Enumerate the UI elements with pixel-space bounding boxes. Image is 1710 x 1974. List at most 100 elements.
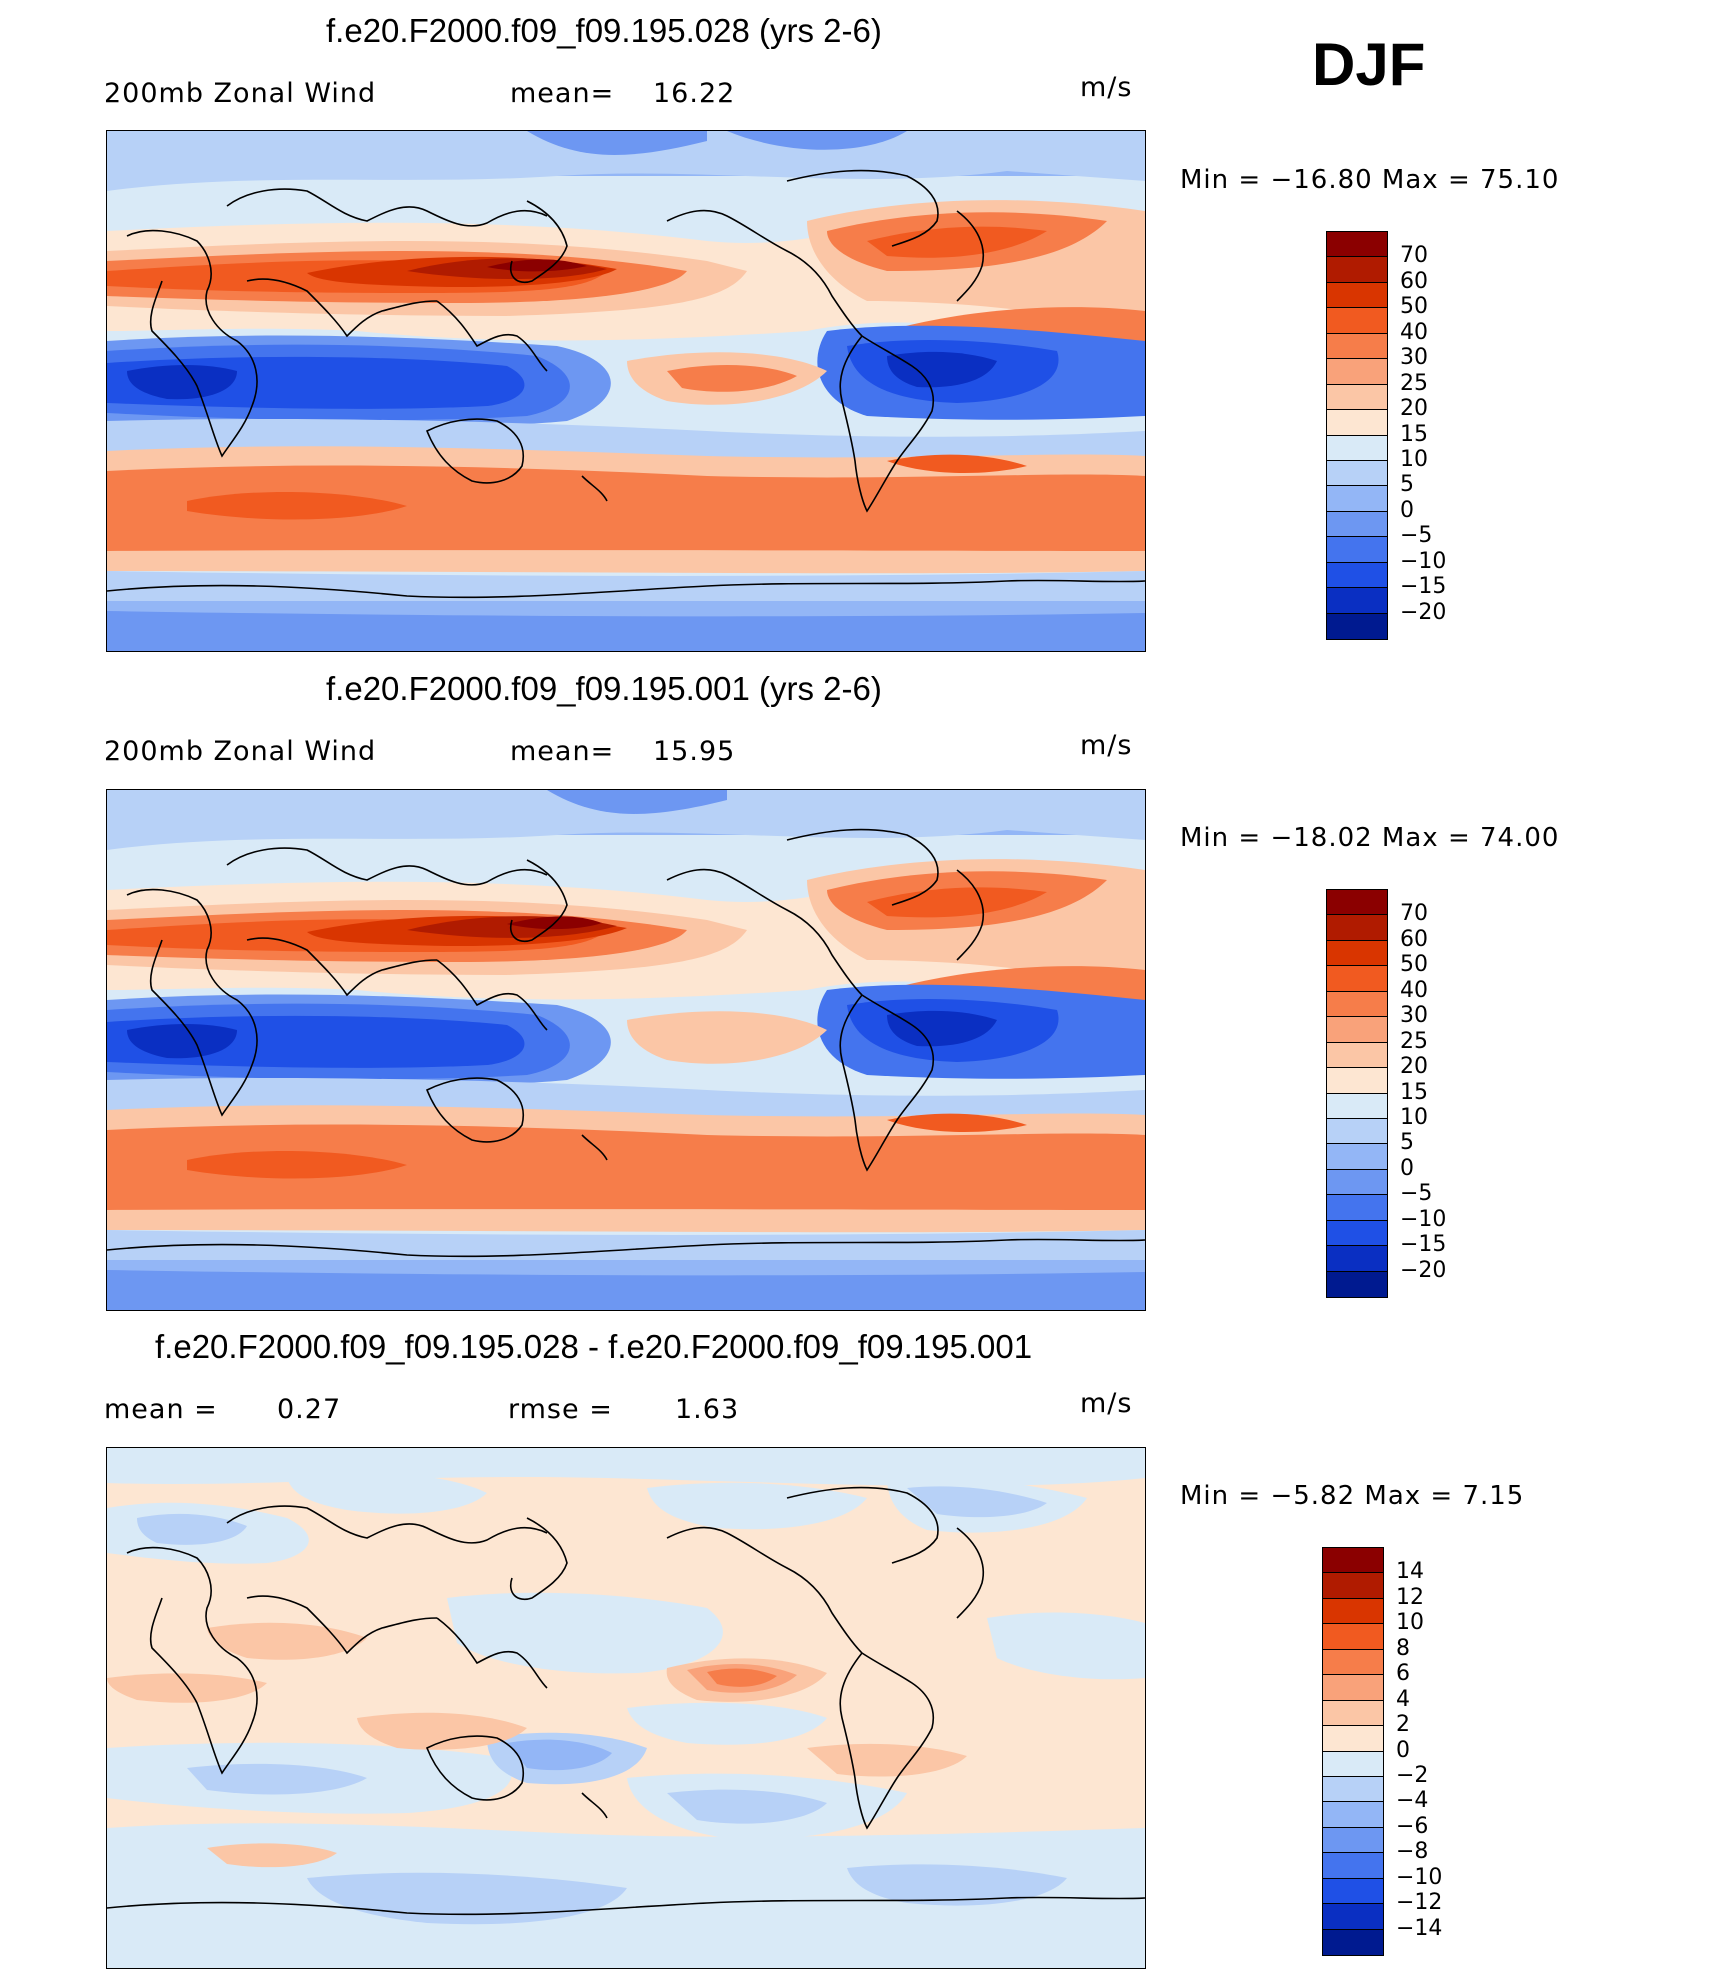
colorbar-swatch [1323, 1649, 1383, 1676]
panel-3-units: m/s [1080, 1388, 1133, 1419]
colorbar-swatch [1323, 1573, 1383, 1599]
colorbar-swatch [1327, 1169, 1387, 1196]
panel-3-rmse-value: 1.63 [675, 1394, 740, 1425]
colorbar-swatch [1323, 1853, 1383, 1879]
colorbar-tick-label: −8 [1396, 1839, 1429, 1865]
colorbar-tick-label: −4 [1396, 1788, 1429, 1814]
panel-2-title: f.e20.F2000.f09_f09.195.001 (yrs 2-6) [326, 670, 882, 707]
colorbar-tick-label: 12 [1396, 1584, 1424, 1610]
colorbar-swatch [1327, 1195, 1387, 1221]
colorbar-swatch [1327, 257, 1387, 283]
colorbar-swatch [1323, 1751, 1383, 1777]
panel-2-mean-value: 15.95 [653, 736, 736, 767]
colorbar-tick-label: 20 [1400, 1054, 1428, 1080]
colorbar-tick-label: −15 [1400, 574, 1447, 600]
panel-2-variable-label: 200mb Zonal Wind [104, 736, 377, 767]
colorbar-swatch [1323, 1726, 1383, 1752]
colorbar-tick-label: 30 [1400, 345, 1428, 371]
colorbar-tick-label: −2 [1396, 1762, 1429, 1788]
colorbar-swatch [1327, 940, 1387, 967]
colorbar-swatch [1327, 966, 1387, 992]
colorbar-swatch [1323, 1878, 1383, 1905]
colorbar-swatch [1327, 991, 1387, 1018]
colorbar-tick-label: 60 [1400, 268, 1428, 294]
panel-2-map [106, 789, 1146, 1311]
panel-3-mean-value: 0.27 [277, 1394, 342, 1425]
colorbar-tick-label: 15 [1400, 421, 1428, 447]
panel-2-colorbar-ticks: 70 60 50 40 30 25 20 15 10 5 0 −5 −10 −15 −20 [1400, 889, 1480, 1296]
colorbar-tick-label: 15 [1400, 1079, 1428, 1105]
colorbar-swatch [1327, 537, 1387, 563]
colorbar-swatch [1327, 1068, 1387, 1094]
panel-1-title: f.e20.F2000.f09_f09.195.028 (yrs 2-6) [326, 12, 882, 49]
colorbar-swatch [1327, 435, 1387, 461]
colorbar-tick-label: −5 [1400, 1181, 1433, 1207]
colorbar-tick-label: 0 [1400, 497, 1414, 523]
panel-2-colorbar [1326, 889, 1388, 1298]
season-label: DJF [1312, 31, 1426, 98]
panel-3-rmse-label: rmse = [508, 1394, 613, 1425]
colorbar-tick-label: −10 [1400, 1206, 1447, 1232]
panel-3-title: f.e20.F2000.f09_f09.195.028 - f.e20.F200… [155, 1328, 1033, 1365]
colorbar-swatch [1327, 1017, 1387, 1043]
colorbar-tick-label: 25 [1400, 1028, 1428, 1054]
colorbar-tick-label: −20 [1400, 1257, 1447, 1283]
panel-3-map [106, 1447, 1146, 1969]
colorbar-tick-label: 10 [1396, 1610, 1424, 1636]
colorbar-swatch [1327, 486, 1387, 512]
colorbar-tick-label: −15 [1400, 1232, 1447, 1258]
colorbar-tick-label: 0 [1400, 1155, 1414, 1181]
colorbar-swatch [1323, 1700, 1383, 1727]
colorbar-tick-label: −20 [1400, 599, 1447, 625]
colorbar-swatch [1327, 232, 1387, 258]
colorbar-tick-label: 50 [1400, 294, 1428, 320]
colorbar-swatch [1323, 1598, 1383, 1625]
colorbar-swatch [1327, 410, 1387, 436]
colorbar-tick-label: 40 [1400, 319, 1428, 345]
colorbar-swatch [1327, 1093, 1387, 1119]
panel-1-map [106, 130, 1146, 652]
colorbar-tick-label: 14 [1396, 1559, 1424, 1585]
colorbar-swatch [1323, 1904, 1383, 1930]
colorbar-swatch [1327, 384, 1387, 411]
colorbar-swatch [1327, 511, 1387, 538]
colorbar-tick-label: 20 [1400, 396, 1428, 422]
colorbar-swatch [1327, 562, 1387, 589]
colorbar-tick-label: −12 [1396, 1890, 1443, 1916]
colorbar-tick-label: −14 [1396, 1915, 1443, 1941]
colorbar-swatch [1327, 1271, 1387, 1297]
colorbar-tick-label: 5 [1400, 1130, 1414, 1156]
panel-3-map-graphic [107, 1448, 1145, 1968]
colorbar-tick-label: 4 [1396, 1686, 1410, 1712]
colorbar-swatch [1327, 1144, 1387, 1170]
colorbar-swatch [1323, 1802, 1383, 1828]
colorbar-tick-label: 70 [1400, 901, 1428, 927]
panel-2-map-graphic [107, 790, 1145, 1310]
colorbar-swatch [1327, 915, 1387, 941]
colorbar-tick-label: −10 [1400, 548, 1447, 574]
panel-1-colorbar [1326, 231, 1388, 640]
colorbar-swatch [1323, 1548, 1383, 1574]
panel-1-minmax: Min = −16.80 Max = 75.10 [1180, 165, 1560, 195]
colorbar-swatch [1327, 333, 1387, 360]
colorbar-swatch [1327, 613, 1387, 639]
panel-2-mean-label: mean= [510, 736, 615, 767]
colorbar-tick-label: 40 [1400, 977, 1428, 1003]
panel-3-colorbar-ticks: 14 12 10 8 6 4 2 0 −2 −4 −6 −8 −10 −12 −14 [1396, 1547, 1476, 1954]
colorbar-tick-label: 5 [1400, 472, 1414, 498]
colorbar-swatch [1327, 1042, 1387, 1069]
panel-2-minmax: Min = −18.02 Max = 74.00 [1180, 823, 1560, 853]
panel-3-mean-label: mean = [104, 1394, 218, 1425]
colorbar-swatch [1327, 1220, 1387, 1247]
colorbar-tick-label: 50 [1400, 952, 1428, 978]
panel-2-units: m/s [1080, 730, 1133, 761]
colorbar-swatch [1327, 1246, 1387, 1272]
colorbar-swatch [1327, 282, 1387, 309]
colorbar-swatch [1327, 890, 1387, 916]
colorbar-tick-label: −5 [1400, 523, 1433, 549]
colorbar-swatch [1323, 1776, 1383, 1803]
colorbar-tick-label: −6 [1396, 1813, 1429, 1839]
colorbar-swatch [1327, 308, 1387, 334]
colorbar-tick-label: 25 [1400, 370, 1428, 396]
panel-1-map-graphic [107, 131, 1145, 651]
